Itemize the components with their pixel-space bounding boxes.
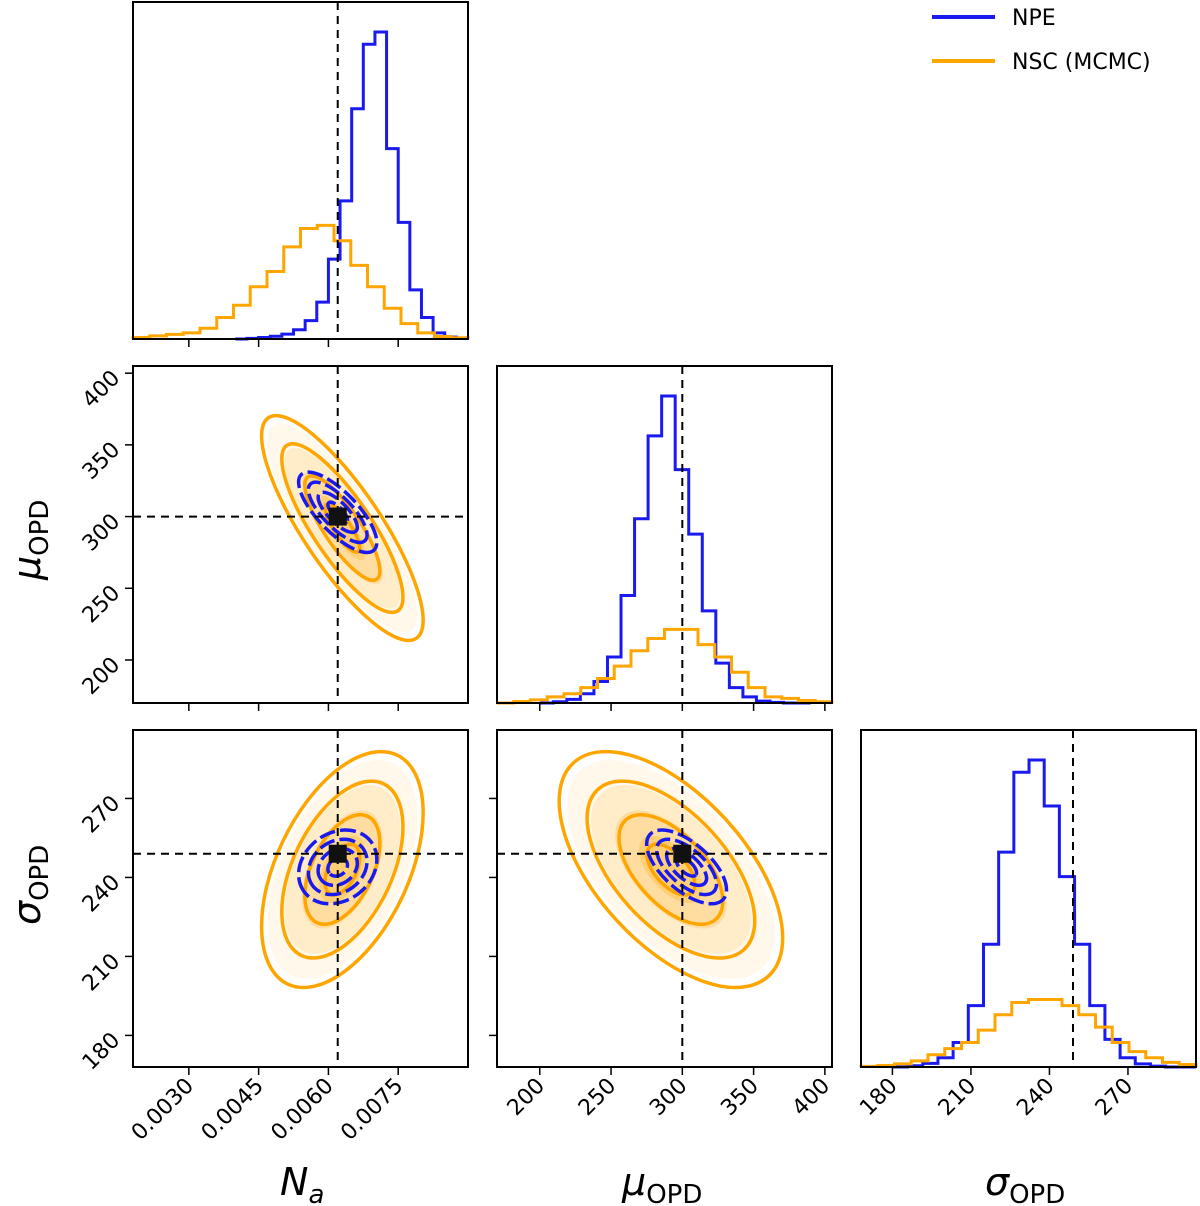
x-tick-label-mu: 400 [788,1074,835,1121]
x-tick-label-Na: 0.0030 [127,1074,199,1146]
contour-nsc [280,441,405,615]
x-tick-label-sigma: 270 [1091,1074,1138,1121]
contour-panel-mu-vs-Na [133,366,468,703]
x-tick-label-mu: 250 [574,1074,621,1121]
truth-marker [673,844,692,863]
panel-frame-2-1 [496,729,833,1068]
contour-nsc [585,779,757,960]
x-tick-label-sigma: 180 [855,1074,902,1121]
contour-nsc [557,749,785,990]
hist-nsc-sigma [859,997,1198,1068]
y-axis-label-sigma: σOPD [5,845,55,925]
hist-panel-mu [497,366,834,705]
x-tick-label-mu: 300 [645,1074,692,1121]
contour-npe [664,846,709,888]
legend: NPE NSC (MCMC) [932,6,1151,75]
x-axis-label-mu: μOPD [621,1160,702,1206]
contour-npe [296,828,379,906]
legend-label-nsc: NSC (MCMC) [1012,50,1151,75]
contour-npe [296,470,379,555]
contour-nsc [259,413,425,643]
hist-nsc-Na [131,223,470,340]
y-tick-label-mu: 350 [78,437,125,484]
y-tick-label-sigma: 180 [78,1028,125,1075]
y-tick-label-mu: 200 [78,653,125,700]
x-tick-label-mu: 350 [716,1074,763,1121]
y-tick-label-mu: 300 [78,509,125,556]
y-tick-label-mu: 250 [78,581,125,628]
contour-panel-sigma-vs-Na [133,730,468,1067]
contour-nsc [280,779,405,960]
contour-npe [316,846,360,888]
x-axis-label-sigma: σOPD [985,1160,1065,1206]
truth-marker [328,507,347,526]
density-fill-nsc [615,810,727,929]
hist-npe-sigma [892,758,1196,1069]
contour-nsc [259,749,425,990]
hist-npe-Na [235,30,470,341]
density-fill-nsc [638,835,703,904]
x-tick-label-mu: 200 [503,1074,550,1121]
density-fill-nsc [567,760,775,980]
hist-panel-Na [131,2,470,341]
hist-npe-mu [539,394,811,705]
panel-frame-2-2 [860,729,1197,1068]
y-tick-label-sigma: 270 [78,791,125,838]
contour-npe [306,837,369,897]
contour-npe [644,828,729,906]
panel-frame-0-0 [132,1,469,340]
x-tick-label-Na: 0.0060 [267,1074,339,1146]
panel-frame-1-0 [132,365,469,704]
contour-nsc [303,474,382,582]
y-tick-label-sigma: 240 [78,870,125,917]
x-axis-label-na: Na [280,1160,324,1206]
hist-panel-sigma [859,730,1198,1069]
x-tick-label-sigma: 240 [1012,1074,1059,1121]
hist-nsc-mu [497,627,834,705]
truth-marker [328,844,347,863]
x-tick-label-sigma: 210 [934,1074,981,1121]
x-tick-label-Na: 0.0075 [336,1074,408,1146]
contour-npe [306,480,369,545]
y-axis-label-mu: μOPD [5,500,55,581]
x-tick-label-Na: 0.0045 [197,1074,269,1146]
density-fill-nsc [284,785,401,954]
density-fill-nsc [591,785,751,954]
panel-frame-2-0 [132,729,469,1068]
density-fill-nsc [267,760,418,980]
panel-frame-1-1 [496,365,833,704]
y-tick-label-mu: 400 [78,366,125,413]
legend-label-npe: NPE [1012,6,1056,31]
contour-panel-sigma-vs-mu [497,730,832,1067]
y-tick-label-sigma: 210 [78,949,125,996]
